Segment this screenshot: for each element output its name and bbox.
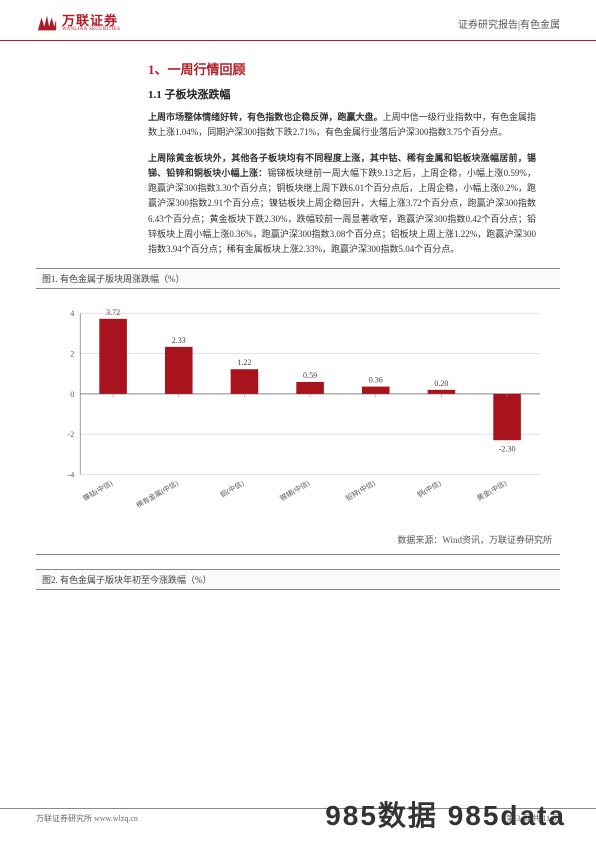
figure-2: 图2. 有色金属子版块年初至今涨跌幅（%） — [36, 569, 560, 590]
logo: 万联证券 WANLIAN SECURITIES — [36, 12, 120, 34]
svg-text:黄金(中信): 黄金(中信) — [475, 478, 509, 503]
svg-text:铅锌(中信): 铅锌(中信) — [344, 478, 378, 503]
figure-1-source: 数据来源：Wind资讯，万联证券研究所 — [36, 529, 560, 555]
svg-text:0.36: 0.36 — [369, 375, 383, 384]
figure-1-chart: -4 -2 0 2 4 3.72 镍钴(中信) 2.33 稀有金属(中信) 1.22 铝(中信) 0.… — [36, 289, 560, 529]
svg-text:镍钴(中信): 镍钴(中信) — [81, 478, 115, 503]
figure-2-title: 图2. 有色金属子版块年初至今涨跌幅（%） — [36, 569, 560, 590]
section-heading-1: 1、一周行情回顾 — [148, 59, 536, 78]
svg-text:3.72: 3.72 — [106, 307, 120, 316]
header-category: 证券研究报告|有色金属 — [458, 16, 560, 31]
logo-text-cn: 万联证券 — [62, 14, 120, 27]
body-content: 1、一周行情回顾 1.1 子板块涨跌幅 上周市场整体情绪好转，有色指数也企稳反弹… — [0, 41, 596, 258]
section-heading-2: 1.1 子板块涨跌幅 — [148, 86, 536, 102]
svg-text:2.33: 2.33 — [172, 336, 186, 345]
svg-text:-2.30: -2.30 — [499, 444, 516, 453]
logo-text-en: WANLIAN SECURITIES — [62, 27, 120, 32]
svg-text:1.22: 1.22 — [237, 358, 251, 367]
svg-text:-2: -2 — [68, 430, 75, 439]
svg-text:稀有金属(中信): 稀有金属(中信) — [135, 478, 181, 510]
page-header: 万联证券 WANLIAN SECURITIES 证券研究报告|有色金属 — [0, 0, 596, 41]
footer-left: 万联证券研究所 www.wlzq.cn — [36, 813, 138, 824]
paragraph-2: 上周除黄金板块外，其他各子板块均有不同程度上涨，其中钴、稀有金属和铝板块涨幅居前… — [148, 151, 536, 258]
paragraph-1-bold: 上周市场整体情绪好转，有色指数也企稳反弹，跑赢大盘。 — [148, 112, 383, 122]
watermark: 985数据 985data — [325, 794, 566, 834]
figure-1: 图1. 有色金属子版块周涨跌幅（%） -4 -2 0 2 4 3.72 镍钴(中信) 2.33… — [36, 268, 560, 555]
svg-text:-4: -4 — [68, 470, 75, 479]
svg-text:铝(中信): 铝(中信) — [219, 478, 246, 499]
bar-chart-svg: -4 -2 0 2 4 3.72 镍钴(中信) 2.33 稀有金属(中信) 1.22 铝(中信) 0.… — [46, 303, 550, 525]
svg-text:0.59: 0.59 — [303, 371, 317, 380]
figure-1-title: 图1. 有色金属子版块周涨跌幅（%） — [36, 268, 560, 289]
logo-icon — [36, 12, 58, 34]
svg-text:铜(中信): 铜(中信) — [416, 478, 443, 499]
svg-text:0: 0 — [70, 390, 74, 399]
svg-text:锡锑(中信): 锡锑(中信) — [278, 478, 312, 503]
svg-text:2: 2 — [70, 349, 74, 358]
svg-text:4: 4 — [70, 309, 74, 318]
paragraph-1: 上周市场整体情绪好转，有色指数也企稳反弹，跑赢大盘。上周中信一级行业指数中，有色… — [148, 110, 536, 141]
paragraph-2-rest: 锡锑板块继前一周大幅下跌9.13之后，上周企稳，小幅上涨0.59%，跑赢沪深30… — [148, 168, 536, 254]
svg-text:0.20: 0.20 — [434, 378, 448, 387]
